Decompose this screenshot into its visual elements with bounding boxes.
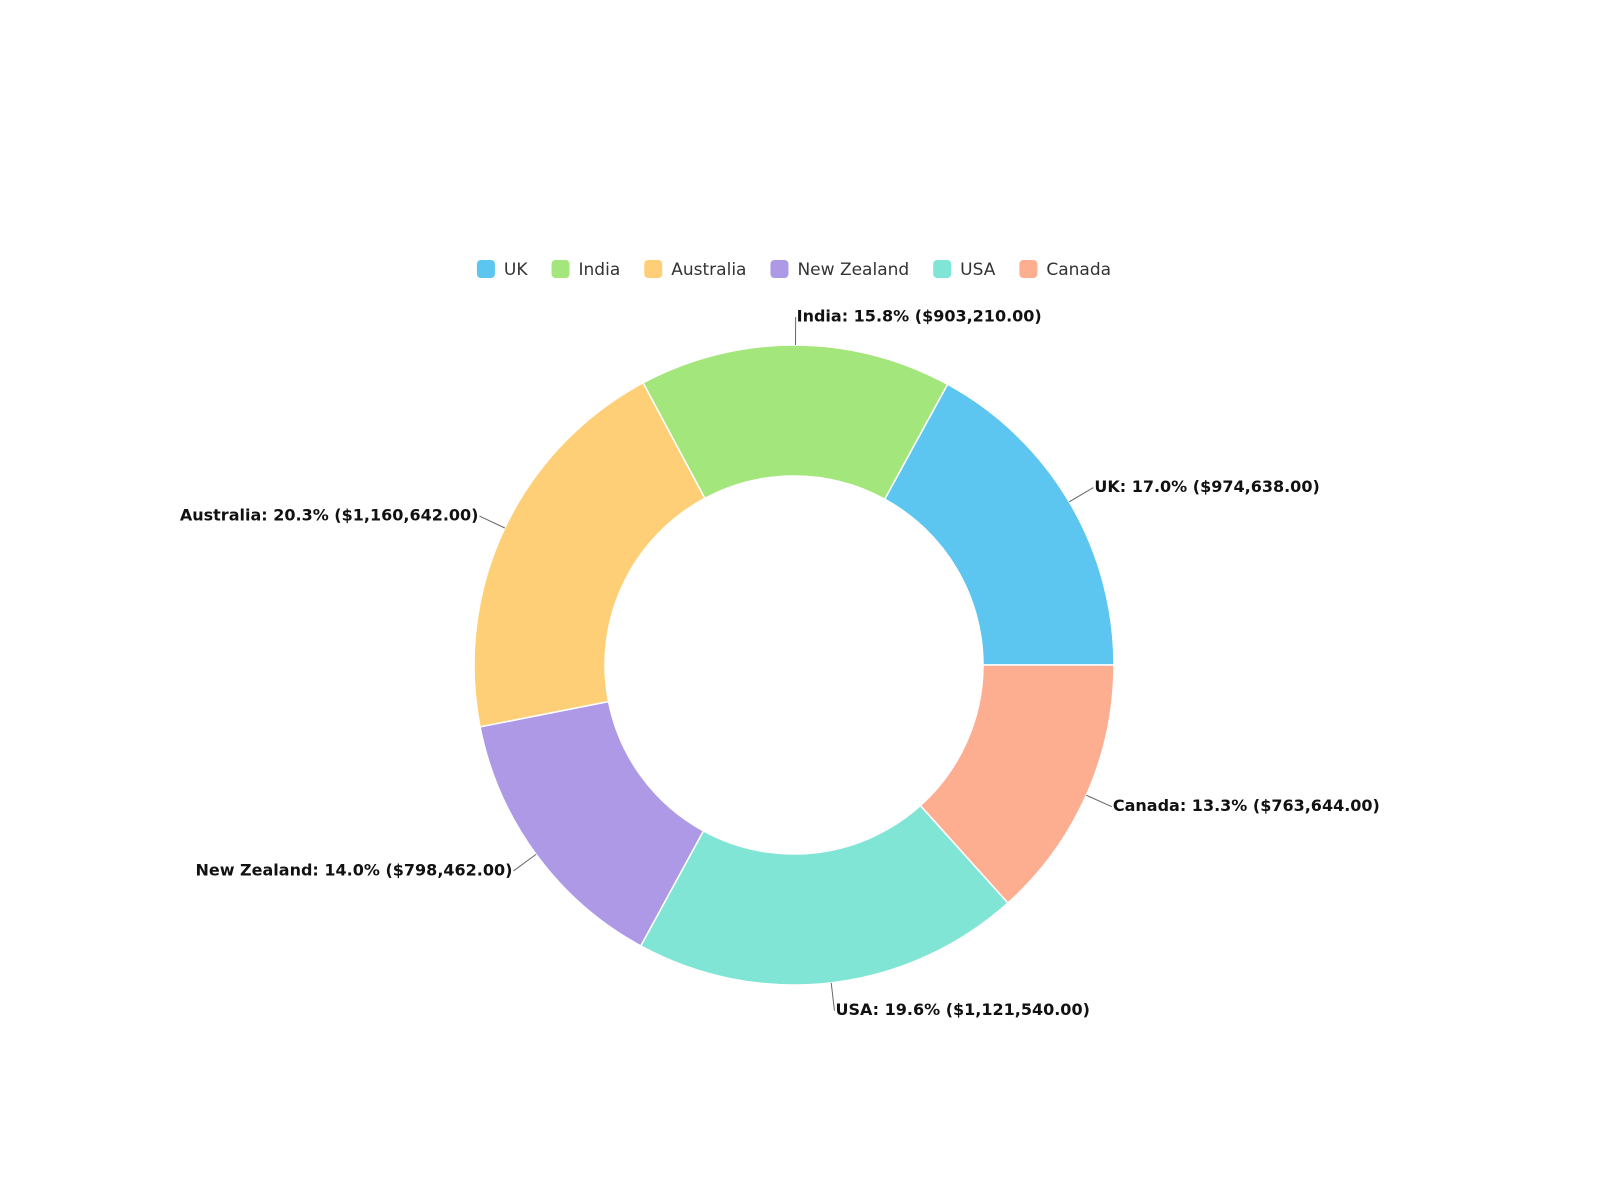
leader-line — [1086, 794, 1113, 808]
legend-label: New Zealand — [797, 260, 909, 280]
legend-swatch — [933, 260, 952, 278]
leader-line — [830, 982, 835, 1011]
legend-swatch — [1019, 260, 1038, 278]
legend: UK India Australia New Zealand USA Canada — [476, 260, 1111, 280]
slice — [639, 804, 1009, 986]
slice — [919, 664, 1115, 905]
legend-item: New Zealand — [770, 260, 909, 280]
data-label: UK: 17.0% ($974,638.00) — [1094, 477, 1319, 496]
legend-swatch — [770, 260, 789, 278]
legend-item: India — [551, 260, 621, 280]
legend-swatch — [644, 260, 663, 278]
legend-item: Canada — [1019, 260, 1111, 280]
slice — [883, 383, 1115, 666]
data-label: USA: 19.6% ($1,121,540.00) — [835, 1000, 1089, 1019]
slice — [642, 344, 949, 501]
leader-line — [513, 853, 537, 872]
data-label: India: 15.8% ($903,210.00) — [797, 307, 1042, 326]
legend-label: Australia — [671, 260, 746, 280]
legend-item: Australia — [644, 260, 746, 280]
legend-label: UK — [504, 260, 528, 280]
legend-item: UK — [476, 260, 528, 280]
leader-line — [1069, 487, 1094, 503]
data-label: Australia: 20.3% ($1,160,642.00) — [180, 506, 479, 525]
legend-swatch — [551, 260, 570, 278]
legend-label: USA — [960, 260, 996, 280]
legend-label: Canada — [1046, 260, 1111, 280]
slice — [473, 381, 706, 728]
legend-swatch — [476, 260, 495, 278]
data-label: New Zealand: 14.0% ($798,462.00) — [195, 860, 512, 879]
legend-item: USA — [933, 260, 996, 280]
legend-label: India — [579, 260, 621, 280]
data-label: Canada: 13.3% ($763,644.00) — [1113, 796, 1380, 815]
leader-line — [479, 515, 506, 529]
